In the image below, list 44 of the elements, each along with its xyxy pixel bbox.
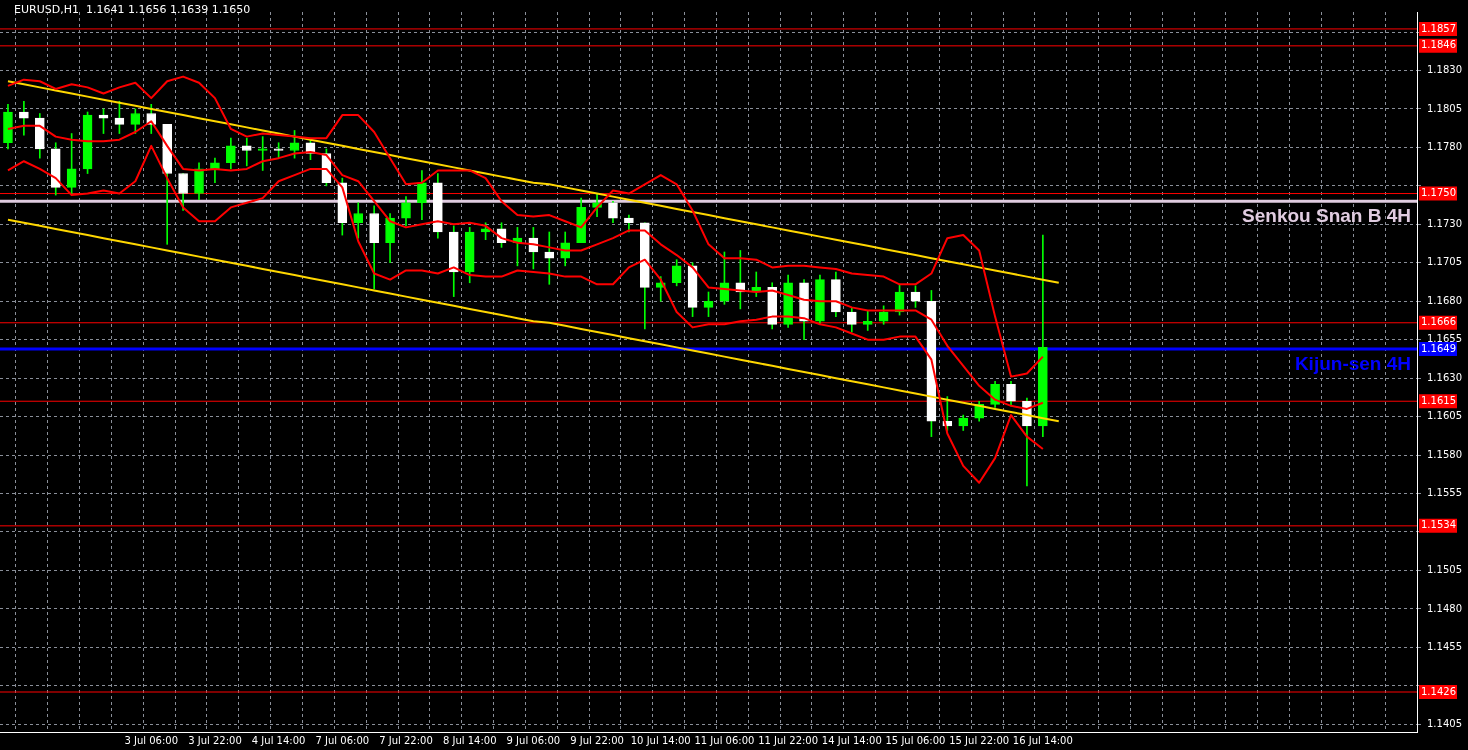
y-tick-label: 1.1405 — [1427, 717, 1463, 729]
x-tick-label: 11 Jul 06:00 — [694, 734, 755, 746]
y-tick-label: 1.1805 — [1427, 102, 1463, 114]
annotation: 1.1857 — [1421, 22, 1457, 34]
y-tick-label: 1.1630 — [1427, 371, 1463, 383]
y-tick-label: 1.1480 — [1427, 602, 1463, 614]
y-tick-label: 1.1705 — [1427, 256, 1463, 268]
chart-title: EURUSD,H1 1.1641 1.1656 1.1639 1.1650 — [14, 3, 251, 16]
x-tick-label: 11 Jul 22:00 — [758, 734, 819, 746]
y-tick-label: 1.1505 — [1427, 564, 1463, 576]
x-tick-label: 15 Jul 22:00 — [949, 734, 1010, 746]
candlestick — [862, 310, 873, 331]
x-tick-label: 9 Jul 06:00 — [506, 734, 561, 746]
candlestick — [257, 136, 268, 171]
x-tick-label: 3 Jul 22:00 — [188, 734, 242, 746]
y-tick-label: 1.1780 — [1427, 140, 1463, 152]
y-tick-label: 1.1680 — [1427, 294, 1463, 306]
candlestick — [241, 137, 252, 167]
annotation: 1.1750 — [1421, 187, 1457, 199]
annotation: 1.1649 — [1421, 342, 1457, 354]
x-tick-label: 8 Jul 14:00 — [442, 734, 497, 746]
annotation: 1.1426 — [1421, 685, 1457, 697]
x-tick-label: 10 Jul 14:00 — [630, 734, 691, 746]
y-tick-label: 1.1455 — [1427, 640, 1463, 652]
x-tick-label: 9 Jul 22:00 — [570, 734, 624, 746]
y-tick-label: 1.1730 — [1427, 217, 1463, 229]
y-tick-label: 1.1580 — [1427, 448, 1463, 460]
x-tick-label: 3 Jul 06:00 — [124, 734, 179, 746]
annotation: 1.1666 — [1421, 316, 1457, 328]
y-tick-label: 1.1830 — [1427, 64, 1463, 76]
ref-line-label: Senkou Snan B 4H — [1242, 204, 1412, 226]
x-tick-label: 14 Jul 14:00 — [821, 734, 882, 746]
x-tick-label: 16 Jul 14:00 — [1012, 734, 1073, 746]
annotation: 1.1615 — [1421, 394, 1457, 406]
x-tick-label: 4 Jul 14:00 — [251, 734, 306, 746]
x-tick-label: 7 Jul 22:00 — [379, 734, 433, 746]
annotation: 1.1846 — [1421, 39, 1457, 51]
y-tick-label: 1.1555 — [1427, 487, 1463, 499]
ref-line-label: Kijun-sen 4H — [1294, 352, 1412, 374]
y-tick-label: 1.1655 — [1427, 333, 1463, 345]
x-tick-label: 15 Jul 06:00 — [885, 734, 946, 746]
annotation: 1.1534 — [1421, 519, 1457, 531]
x-tick-label: 7 Jul 06:00 — [315, 734, 370, 746]
y-tick-label: 1.1605 — [1427, 410, 1463, 422]
